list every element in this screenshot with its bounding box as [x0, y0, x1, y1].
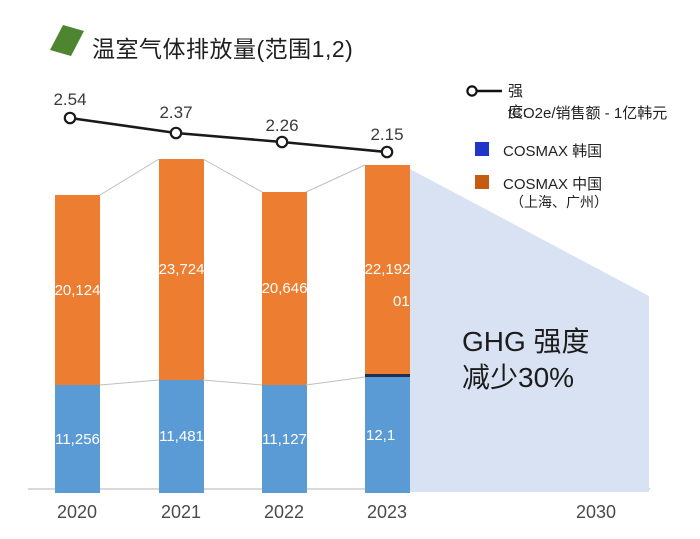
bar-2021-korea-segment: 11,481: [159, 380, 204, 493]
legend-korea-swatch-icon: [475, 142, 489, 156]
bar-2023-china-value: 22,192: [364, 261, 411, 278]
intensity-label-2020: 2.54: [53, 90, 87, 109]
bar-2022-china-value: 20,646: [261, 280, 308, 297]
x-axis-baseline: [28, 488, 650, 490]
x-label-2022: 2022: [263, 502, 305, 522]
intensity-point-2023: [380, 145, 394, 159]
page-title: 温室气体排放量(范围1,2): [92, 36, 354, 62]
bar-2023-partial-label: 01: [393, 293, 410, 310]
intensity-label-2022: 2.26: [265, 116, 299, 135]
legend-china-label: COSMAX 中国: [503, 176, 603, 193]
intensity-label-2021: 2.37: [159, 103, 193, 122]
ghg-reduction-annotation: GHG 强度 减少30%: [462, 324, 590, 396]
legend-china-swatch-icon: [475, 175, 489, 189]
legend-intensity-label: 强度:: [508, 83, 528, 121]
stacked-bar-2022: 20,646 11,127: [262, 192, 307, 493]
connector-line: [202, 158, 263, 193]
bar-2020-china-segment: 20,124: [55, 195, 100, 385]
legend-china-sublabel: （上海、广州）: [510, 194, 608, 210]
annotation-line2: 减少30%: [462, 362, 575, 393]
intensity-line: [69, 116, 388, 154]
intensity-point-2021: [169, 126, 183, 140]
x-label-2021: 2021: [160, 502, 202, 522]
legend-intensity-unit: tCO2e/销售额 - 1亿韩元: [508, 105, 668, 122]
bar-2020-china-value: 20,124: [54, 281, 101, 299]
bar-2021-china-value: 23,724: [158, 261, 205, 278]
x-label-2030: 2030: [575, 502, 617, 522]
connector-line: [99, 379, 160, 386]
connector-line: [305, 376, 366, 386]
bar-2022-korea-value: 11,127: [262, 430, 307, 448]
bar-2021-korea-value: 11,481: [159, 428, 204, 445]
stacked-bar-2021: 23,724 11,481: [159, 159, 204, 493]
intensity-point-2020: [63, 111, 77, 125]
x-label-2023: 2023: [366, 502, 408, 522]
legend-korea-label: COSMAX 韩国: [503, 143, 603, 160]
bar-2020-korea-value: 11,256: [55, 430, 100, 448]
title-parallelogram-icon: [50, 25, 84, 56]
intensity-point-2022: [275, 135, 289, 149]
connector-line: [305, 164, 366, 193]
bar-2023-korea-segment: 12,1: [365, 377, 410, 493]
x-label-2020: 2020: [56, 502, 98, 522]
bar-2020-korea-segment: 11,256: [55, 385, 100, 493]
connector-line: [99, 158, 160, 196]
bar-2023-divider-segment: [365, 374, 410, 377]
bar-2023-china-segment: 22,192 01: [365, 165, 410, 374]
bar-2022-korea-segment: 11,127: [262, 385, 307, 493]
bar-2022-china-segment: 20,646: [262, 192, 307, 385]
bar-2023-korea-value: 12,1: [366, 426, 396, 444]
bar-2021-china-segment: 23,724: [159, 159, 204, 380]
intensity-legend-marker-icon: [466, 85, 502, 97]
connector-line: [202, 379, 263, 386]
annotation-line1: GHG 强度: [462, 326, 590, 357]
stacked-bar-2020: 20,124 11,256: [55, 195, 100, 493]
intensity-label-2023: 2.15: [370, 125, 404, 144]
stacked-bar-2023: 22,192 01 12,1: [365, 165, 410, 493]
